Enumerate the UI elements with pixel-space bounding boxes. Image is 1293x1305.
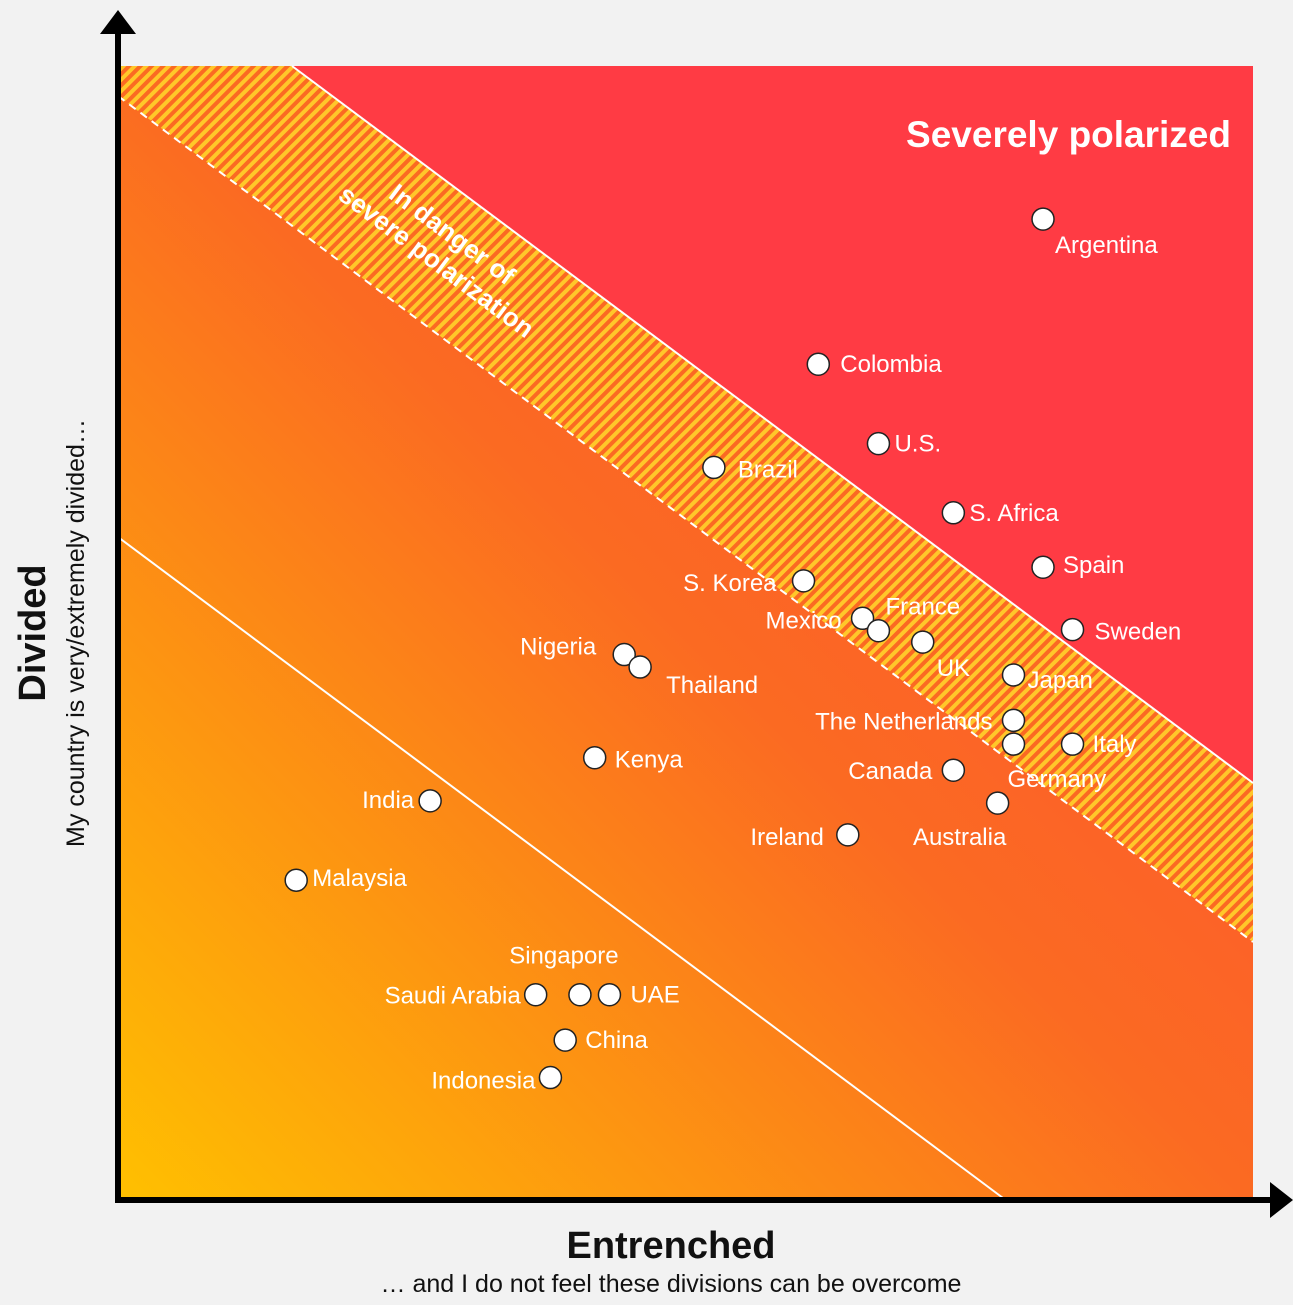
y-axis-title: Divided	[12, 564, 54, 701]
point-s-africa	[941, 501, 966, 525]
point-label-thailand: Thailand	[666, 672, 758, 699]
point-label-brazil: Brazil	[738, 456, 798, 483]
danger-boundary-dashed-line	[117, 95, 1254, 943]
x-axis-title: Entrenched	[566, 1225, 775, 1267]
point-canada	[941, 758, 966, 782]
point-ireland	[836, 823, 860, 847]
point-colombia	[806, 352, 831, 376]
point-label-nigeria: Nigeria	[520, 634, 597, 661]
point-thailand	[628, 655, 652, 679]
point-brazil	[702, 455, 726, 480]
point-singapore	[568, 982, 592, 1007]
point-uae	[597, 982, 622, 1007]
point-australia	[985, 791, 1010, 815]
point-malaysia	[284, 868, 308, 892]
point-label-germany: Germany	[1008, 766, 1107, 793]
point-the-netherlands	[1001, 708, 1026, 733]
point-france	[866, 618, 891, 643]
point-label-saudi-arabia: Saudi Arabia	[385, 983, 522, 1010]
point-label-japan: Japan	[1028, 667, 1093, 694]
point-nigeria	[612, 642, 636, 667]
data-points: Argentina Colombia U.S. Brazil S. AfricaSpai…	[284, 207, 1182, 1095]
x-axis-arrowhead	[1270, 1182, 1293, 1218]
severe-boundary-line	[291, 65, 1254, 784]
point-label-malaysia: Malaysia	[312, 865, 407, 892]
point-label-italy: Italy	[1093, 731, 1137, 758]
point-label-uae: UAE	[630, 982, 679, 1009]
y-axis-arrowhead	[100, 10, 136, 34]
point-uk	[910, 630, 935, 654]
point-label-s-korea: S. Korea	[683, 570, 777, 597]
point-saudi-arabia	[523, 982, 548, 1007]
point-spain	[1031, 555, 1055, 579]
point-italy	[1060, 732, 1085, 756]
point-india	[418, 789, 442, 813]
point-label-kenya: Kenya	[615, 747, 684, 774]
low-boundary-line	[117, 536, 1004, 1199]
point-argentina	[1031, 207, 1055, 231]
point-indonesia	[538, 1065, 563, 1090]
point-label-china: China	[585, 1027, 648, 1054]
point-label-colombia: Colombia	[840, 351, 942, 378]
point-label-u-s: U.S.	[894, 431, 941, 458]
point-label-india: India	[362, 787, 415, 814]
point-label-australia: Australia	[913, 824, 1007, 851]
zone-label-severe: Severely polarized	[906, 114, 1231, 155]
point-label-uk: UK	[937, 655, 970, 682]
danger-band	[118, 66, 1253, 942]
point-kenya	[582, 745, 607, 770]
point-mexico	[850, 606, 875, 631]
point-label-s-africa: S. Africa	[969, 500, 1059, 527]
point-s-korea	[791, 569, 816, 593]
point-label-argentina: Argentina	[1055, 232, 1158, 259]
point-label-france: France	[885, 594, 960, 621]
point-label-sweden: Sweden	[1095, 619, 1182, 646]
point-label-ireland: Ireland	[750, 824, 823, 851]
point-china	[553, 1028, 577, 1052]
y-axis-subtitle: My country is very/extremely divided…	[62, 419, 90, 847]
point-label-spain: Spain	[1063, 552, 1124, 579]
x-axis-subtitle: … and I do not feel these divisions can …	[381, 1270, 962, 1298]
point-germany	[1001, 732, 1026, 756]
point-label-singapore: Singapore	[509, 943, 618, 970]
point-sweden	[1060, 617, 1085, 642]
point-label-mexico: Mexico	[766, 607, 842, 634]
point-u-s	[866, 431, 891, 456]
point-japan	[1001, 663, 1026, 687]
point-label-canada: Canada	[848, 758, 933, 785]
point-label-the-netherlands: The Netherlands	[815, 708, 992, 735]
point-label-indonesia: Indonesia	[431, 1068, 536, 1095]
